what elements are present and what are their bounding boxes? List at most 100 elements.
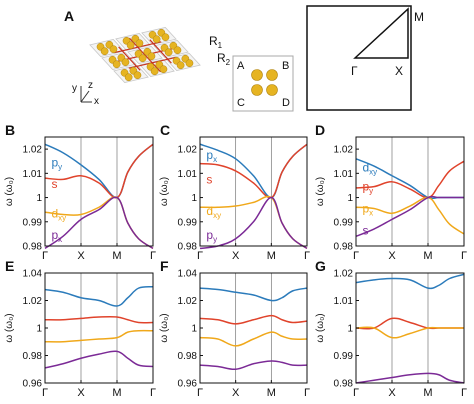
band-label: dxy [51,206,66,222]
band-label: py [362,180,373,196]
y-tick-label: 0.96 [178,379,198,390]
x-tick-label: X [388,250,396,262]
lattice-particle [147,52,156,61]
plot-frame [44,136,154,247]
x-tick-label: X [77,250,85,262]
band-label: px [206,148,217,164]
panel-f: Fω (ω₀) 0.96 0.98 1 1.02 1.04 Γ X M Γ [159,258,310,399]
y-tick-label: 0.99 [334,351,354,362]
lattice-bond [149,39,172,64]
axis-z-line [80,90,90,103]
lattice-label-r1: R1 [209,34,223,50]
y-tick-label: 1.02 [178,296,198,307]
irreducible-wedge [353,7,409,59]
x-tick-label: Γ [150,387,156,399]
band-s [199,143,308,199]
x-tick-label: M [267,387,276,399]
y-tick-label: 1.02 [334,145,354,156]
band-band-4 [44,350,154,369]
band-band-2 [44,315,154,324]
y-tick-label: 0.99 [334,217,354,228]
band-band-2 [199,314,308,325]
band-band-3 [199,331,308,347]
bz-label-gamma: Γ [351,64,358,78]
band-band-1 [199,287,308,302]
x-tick-label: Γ [197,250,203,262]
y-tick-label: 1 [347,324,353,335]
brillouin-zone: M Γ X [306,5,424,111]
band-s [44,143,154,199]
band-p-x [44,196,154,250]
band-s [355,195,464,238]
y-tick-label: 1.02 [23,145,43,156]
lattice-particle [124,73,133,82]
y-tick-label: 1.01 [334,169,354,180]
panel-letter-g: G [315,258,326,274]
x-tick-label: Γ [150,250,156,262]
band-band-3 [355,326,464,339]
x-tick-label: Γ [353,250,359,262]
y-tick-label: 1 [36,324,42,335]
y-tick-label: 1 [36,193,42,204]
x-tick-label: Γ [304,387,310,399]
lattice-particle [109,45,118,54]
y-axis-label: ω (ω₀) [159,313,170,342]
lattice-particle [173,46,182,55]
lattice-particle [185,59,194,68]
x-tick-label: X [232,387,240,399]
panel-letter-a: A [64,8,74,24]
y-tick-label: 1.04 [23,269,43,280]
lattice-particle [121,58,130,67]
panel-c: Cω (ω₀) 0.98 0.99 1 1.01 1.02 Γ X M Γpx s dxy py [159,122,310,262]
x-tick-label: Γ [461,250,467,262]
brillouin-zone-square [306,5,412,111]
band-label: s [51,177,57,191]
panel-a: A R1 R2 y z x [64,8,231,107]
lattice-particle [126,41,135,50]
lattice-particle [112,60,121,69]
y-tick-label: 0.98 [334,242,354,253]
x-tick-label: M [112,250,121,262]
y-tick-label: 1.01 [23,169,43,180]
band-band-3 [44,329,154,343]
band-p-x [355,196,465,235]
unit-cell-inset: A B C D [232,55,294,112]
lattice-diagram [89,27,201,83]
band-label: px [51,228,62,244]
y-tick-label: 0.96 [23,379,43,390]
x-tick-label: M [423,250,432,262]
band-label: py [206,228,217,244]
unit-cell-label-d: D [282,97,290,109]
lattice-label-r2: R2 [217,51,231,67]
bz-label-m: M [414,10,424,24]
y-tick-label: 1.02 [334,269,354,280]
band-label: py [51,155,62,171]
x-tick-label: Γ [197,387,203,399]
y-tick-label: 0.98 [178,242,198,253]
band-label: s [206,172,212,186]
y-tick-label: 1 [191,193,197,204]
y-tick-label: 0.98 [23,242,43,253]
x-tick-label: M [112,387,121,399]
y-axis-label: ω (ω₀) [315,313,326,342]
band-label: dxy [206,204,221,220]
y-tick-label: 0.99 [23,217,43,228]
axis-z-label: z [88,80,93,91]
lattice-particle [150,67,159,76]
unit-cell-label-c: C [237,97,245,109]
y-tick-label: 1.02 [23,296,43,307]
y-axis-label: ω (ω₀) [4,313,15,342]
y-tick-label: 1.01 [178,169,198,180]
y-tick-label: 1.01 [334,296,354,307]
unit-cell-particle [251,69,263,81]
unit-cell-spheres [251,69,278,96]
axis-triad: y z x [72,80,99,107]
panel-letter-e: E [5,258,14,274]
panel-e: Eω (ω₀) 0.96 0.98 1 1.02 1.04 Γ X M Γ [4,258,156,399]
x-tick-label: Γ [42,250,48,262]
lattice-bond [128,37,162,73]
panel-letter-c: C [160,122,170,138]
band-band-4 [199,360,308,371]
